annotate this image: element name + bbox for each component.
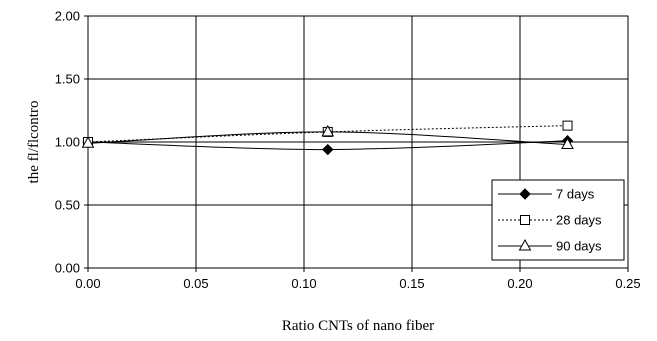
x-axis-label: Ratio CNTs of nano fiber: [282, 318, 434, 334]
x-tick-label: 0.15: [399, 276, 424, 291]
legend-label: 90 days: [556, 239, 602, 254]
marker-square: [520, 215, 530, 225]
marker-diamond: [519, 188, 531, 200]
x-axis-ticks: 0.00 0.05 0.10 0.15 0.20 0.25: [75, 268, 641, 291]
legend-item: 28 days: [498, 213, 602, 228]
y-axis-label: the fl/flcontro: [26, 101, 42, 184]
legend: 7 days 28 days 90 days: [491, 179, 625, 261]
x-tick-label: 0.00: [75, 276, 100, 291]
x-tick-label: 0.10: [291, 276, 316, 291]
marker-triangle: [321, 124, 335, 137]
marker-square: [562, 120, 573, 131]
legend-label: 28 days: [556, 213, 602, 228]
x-tick-label: 0.05: [183, 276, 208, 291]
y-axis-ticks: 0.00 0.50 1.00 1.50 2.00: [55, 9, 88, 276]
legend-label: 7 days: [556, 187, 595, 202]
series-90-days: [81, 124, 574, 150]
y-tick-label: 1.50: [55, 72, 80, 87]
y-tick-label: 0.00: [55, 261, 80, 276]
x-tick-label: 0.20: [507, 276, 532, 291]
x-tick-label: 0.25: [615, 276, 640, 291]
y-tick-label: 2.00: [55, 9, 80, 24]
y-tick-label: 1.00: [55, 135, 80, 150]
legend-item: 90 days: [498, 239, 602, 254]
legend-item: 7 days: [498, 187, 595, 202]
marker-diamond: [322, 143, 334, 156]
marker-triangle: [81, 136, 95, 148]
marker-triangle: [561, 137, 574, 150]
y-tick-label: 0.50: [55, 198, 80, 213]
marker-triangle: [518, 238, 532, 251]
series-group: [81, 120, 574, 156]
